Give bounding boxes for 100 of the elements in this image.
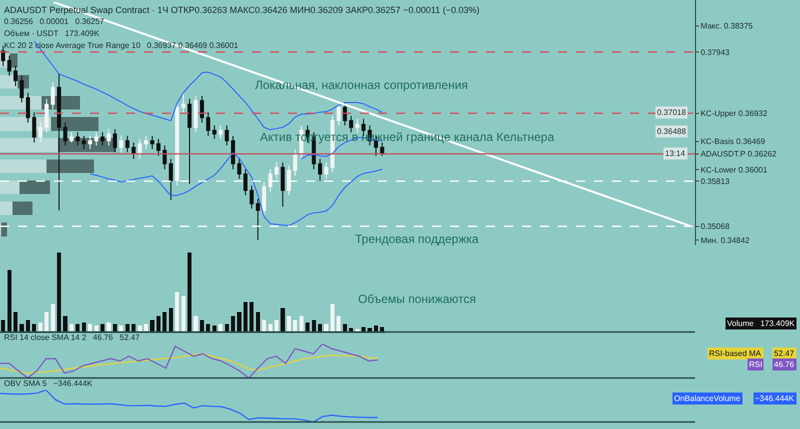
bar (231, 316, 236, 332)
y-tick-label: 0.37943 (700, 48, 730, 57)
bar (362, 327, 366, 332)
y-tick-label: KC-Upper 0.36932 (700, 109, 768, 118)
bar (380, 327, 384, 332)
legend-label: RSI (749, 360, 762, 369)
bar (324, 324, 328, 332)
legend-label: RSI-based MA (709, 349, 762, 358)
ref-line-label: Трендовая поддержка (355, 232, 479, 246)
bar (374, 326, 378, 332)
candlestick (181, 92, 186, 113)
bar (330, 304, 334, 332)
bar (20, 180, 50, 194)
annotation: Объем · USDT 173.409K (4, 29, 100, 38)
bar (306, 322, 310, 332)
text: −346.444K (755, 394, 795, 403)
bar (63, 316, 68, 332)
bar (38, 322, 42, 332)
bar (138, 326, 142, 332)
candlestick (100, 132, 105, 146)
candlestick (274, 162, 279, 180)
bar (212, 326, 216, 332)
candlestick (324, 162, 328, 180)
text: 52.47 (774, 349, 795, 358)
bar (168, 308, 173, 332)
candlestick (349, 115, 354, 133)
candlestick (144, 135, 148, 150)
bar (312, 320, 316, 332)
bar (299, 316, 304, 332)
bar (237, 312, 242, 332)
text: OnBalanceVolume (674, 394, 741, 403)
bar (0, 201, 13, 216)
candlestick (256, 198, 260, 241)
candlestick (94, 132, 98, 146)
annotation: 13:14 (665, 149, 686, 158)
bar (0, 180, 20, 194)
candlestick (112, 128, 117, 153)
candlestick (200, 95, 204, 123)
bar (274, 320, 279, 332)
chart-title: RSI 14 close SMA 14 2 46.76 52.47 (4, 333, 140, 342)
candlestick (7, 55, 12, 76)
bar (268, 324, 272, 332)
bar (181, 296, 186, 332)
candlestick (237, 158, 242, 180)
bar (162, 312, 167, 332)
bar (100, 324, 105, 332)
candlestick (218, 125, 223, 140)
candlestick (119, 135, 124, 153)
bar (293, 320, 298, 332)
candlestick (106, 128, 111, 146)
candlestick (318, 158, 322, 182)
candlestick (262, 181, 266, 216)
candlestick (14, 66, 18, 87)
annotation: 0.36488 (657, 127, 686, 136)
y-tick-label: 0.35068 (700, 222, 730, 232)
bar (342, 324, 347, 332)
bar (12, 201, 32, 216)
bar (7, 270, 12, 332)
y-tick-label: ADAUSDT.P 0.36262 (700, 150, 778, 159)
annotation: 0.36256 0.00001 0.36257 (4, 17, 105, 26)
candlestick (69, 132, 74, 144)
bar (57, 252, 62, 332)
text: 46.76 (774, 360, 795, 369)
y-tick-label: Макс. 0.38375 (700, 22, 754, 31)
candlestick (380, 142, 384, 156)
bar (69, 324, 74, 332)
bar (318, 324, 322, 332)
candlestick (150, 135, 154, 150)
bar (125, 324, 130, 332)
y-tick-label: KC-Lower 0.36001 (700, 166, 768, 175)
candlestick (138, 138, 142, 160)
bar (250, 302, 254, 332)
candlestick (268, 168, 272, 193)
candlestick (188, 98, 192, 184)
candlestick (82, 135, 86, 150)
bar (175, 292, 180, 332)
bar (280, 308, 285, 332)
bar (336, 316, 341, 332)
candlestick (44, 98, 49, 133)
chart-title: OBV SMA 5 −346.444K (4, 379, 93, 388)
bar (0, 159, 46, 173)
candlestick (175, 102, 180, 186)
candlestick (168, 158, 173, 201)
bar (368, 328, 372, 332)
bar (94, 326, 98, 332)
candlestick (132, 142, 136, 160)
y-tick-label: KC-Basis 0.36469 (700, 137, 766, 146)
candlestick (286, 165, 291, 196)
bar (50, 304, 55, 332)
y-tick-label: 0.35813 (700, 176, 730, 186)
line-series (90, 152, 383, 226)
bar (0, 138, 58, 152)
candlestick (231, 135, 236, 170)
candlestick (194, 95, 198, 133)
annotation: 0.37018 (657, 108, 686, 117)
candlestick (38, 122, 42, 144)
bar (256, 312, 260, 332)
bar (262, 320, 266, 332)
bar (243, 302, 248, 332)
candlestick (50, 82, 55, 110)
